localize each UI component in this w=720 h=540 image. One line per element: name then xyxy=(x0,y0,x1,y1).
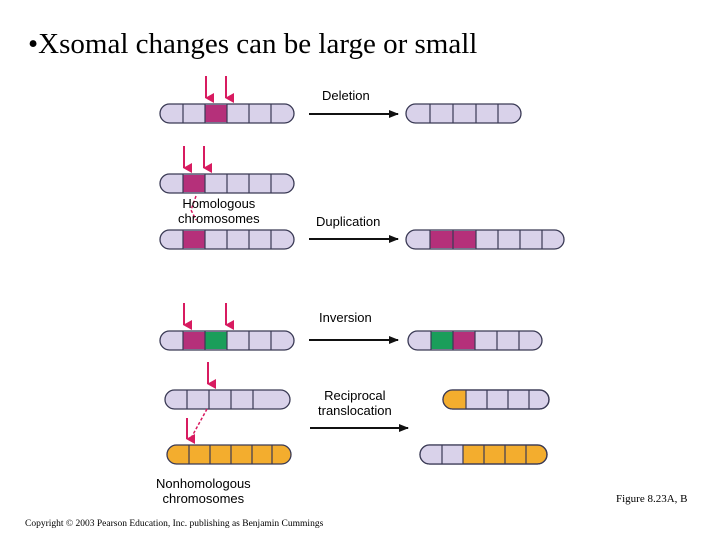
bullet: • xyxy=(28,28,39,60)
chromosome-homolog-1 xyxy=(159,173,295,194)
label-duplication: Duplication xyxy=(316,214,381,229)
slide-title: •Xsomal changes can be large or small xyxy=(28,28,477,61)
chromosome-translocation-after-2 xyxy=(419,444,548,465)
label-homologous-line1: Homologous xyxy=(182,196,256,211)
label-nonhomologous-line1: Nonhomologous xyxy=(156,476,251,491)
chromosome-nonhomolog-1 xyxy=(164,389,291,410)
copyright-notice: Copyright © 2003 Pearson Education, Inc.… xyxy=(25,519,324,529)
transfer-arrow xyxy=(190,195,197,221)
label-homologous-line2: chromosomes xyxy=(178,211,260,226)
chromosome-duplication-after xyxy=(405,229,565,250)
label-deletion: Deletion xyxy=(322,88,370,103)
chromosome-inversion-before xyxy=(159,330,295,351)
chromosome-deletion-after xyxy=(405,103,522,124)
chromosome-deletion-before xyxy=(159,103,295,124)
chromosome-inversion-after xyxy=(407,330,543,351)
label-reciprocal-line1: Reciprocal xyxy=(324,388,386,403)
chromosome-homolog-2 xyxy=(159,229,295,250)
title-text: Xsomal changes can be large or small xyxy=(38,28,478,60)
label-reciprocal-translocation: Reciprocal translocation xyxy=(318,388,392,418)
exchange-line xyxy=(189,408,208,441)
label-nonhomologous: Nonhomologous chromosomes xyxy=(156,476,251,506)
label-nonhomologous-line2: chromosomes xyxy=(162,491,245,506)
chromosome-nonhomolog-2 xyxy=(166,444,292,465)
chromosome-translocation-after-1 xyxy=(442,389,550,410)
label-homologous: Homologous chromosomes xyxy=(178,196,260,226)
figure-caption: Figure 8.23A, B xyxy=(616,493,688,505)
label-reciprocal-line2: translocation xyxy=(318,403,392,418)
label-inversion: Inversion xyxy=(319,310,372,325)
